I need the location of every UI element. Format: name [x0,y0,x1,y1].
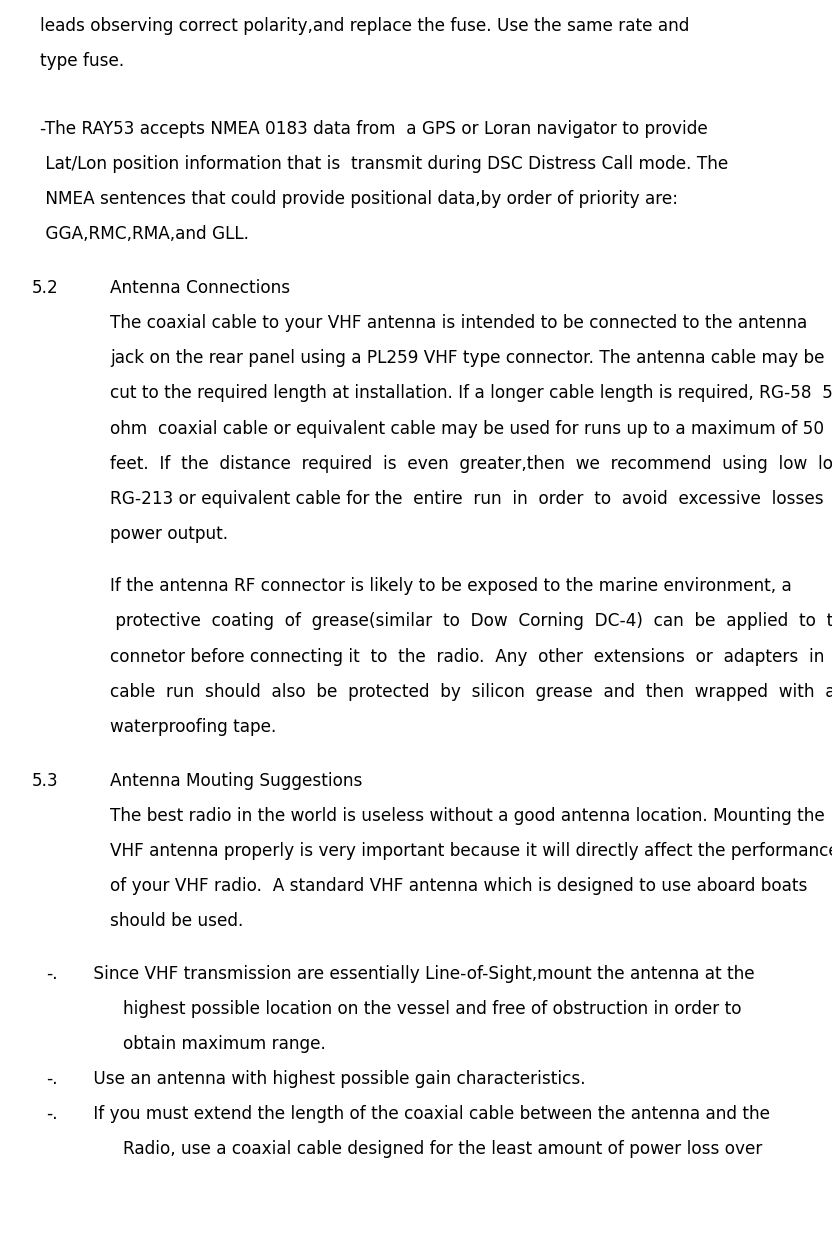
Text: -.: -. [46,1105,57,1123]
Text: ohm  coaxial cable or equivalent cable may be used for runs up to a maximum of 5: ohm coaxial cable or equivalent cable ma… [110,420,824,437]
Text: Use an antenna with highest possible gain characteristics.: Use an antenna with highest possible gai… [88,1070,586,1088]
Text: type fuse.: type fuse. [40,51,124,70]
Text: The best radio in the world is useless without a good antenna location. Mounting: The best radio in the world is useless w… [110,807,825,824]
Text: Antenna Mouting Suggestions: Antenna Mouting Suggestions [110,772,362,789]
Text: should be used.: should be used. [110,912,243,930]
Text: connetor before connecting it  to  the  radio.  Any  other  extensions  or  adap: connetor before connecting it to the rad… [110,648,832,665]
Text: Lat/Lon position information that is  transmit during DSC Distress Call mode. Th: Lat/Lon position information that is tra… [40,155,728,173]
Text: Radio, use a coaxial cable designed for the least amount of power loss over: Radio, use a coaxial cable designed for … [123,1140,762,1158]
Text: cut to the required length at installation. If a longer cable length is required: cut to the required length at installati… [110,385,832,402]
Text: waterproofing tape.: waterproofing tape. [110,718,276,736]
Text: leads observing correct polarity,and replace the fuse. Use the same rate and: leads observing correct polarity,and rep… [40,16,689,35]
Text: NMEA sentences that could provide positional data,by order of priority are:: NMEA sentences that could provide positi… [40,190,678,208]
Text: protective  coating  of  grease(similar  to  Dow  Corning  DC-4)  can  be  appli: protective coating of grease(similar to … [110,613,832,630]
Text: jack on the rear panel using a PL259 VHF type connector. The antenna cable may b: jack on the rear panel using a PL259 VHF… [110,350,825,367]
Text: -The RAY53 accepts NMEA 0183 data from  a GPS or Loran navigator to provide: -The RAY53 accepts NMEA 0183 data from a… [40,120,708,138]
Text: If you must extend the length of the coaxial cable between the antenna and the: If you must extend the length of the coa… [88,1105,770,1123]
Text: 5.2: 5.2 [32,279,58,297]
Text: of your VHF radio.  A standard VHF antenna which is designed to use aboard boats: of your VHF radio. A standard VHF antenn… [110,877,807,895]
Text: VHF antenna properly is very important because it will directly affect the perfo: VHF antenna properly is very important b… [110,842,832,860]
Text: power output.: power output. [110,525,228,543]
Text: GGA,RMC,RMA,and GLL.: GGA,RMC,RMA,and GLL. [40,226,249,243]
Text: cable  run  should  also  be  protected  by  silicon  grease  and  then  wrapped: cable run should also be protected by si… [110,683,832,700]
Text: highest possible location on the vessel and free of obstruction in order to: highest possible location on the vessel … [123,1000,741,1017]
Text: feet.  If  the  distance  required  is  even  greater,then  we  recommend  using: feet. If the distance required is even g… [110,455,832,472]
Text: -.: -. [46,1070,57,1088]
Text: -.: -. [46,965,57,982]
Text: If the antenna RF connector is likely to be exposed to the marine environment, a: If the antenna RF connector is likely to… [110,578,791,595]
Text: RG-213 or equivalent cable for the  entire  run  in  order  to  avoid  excessive: RG-213 or equivalent cable for the entir… [110,490,832,507]
Text: 5.3: 5.3 [32,772,58,789]
Text: The coaxial cable to your VHF antenna is intended to be connected to the antenna: The coaxial cable to your VHF antenna is… [110,315,807,332]
Text: Since VHF transmission are essentially Line-of-Sight,mount the antenna at the: Since VHF transmission are essentially L… [88,965,755,982]
Text: Antenna Connections: Antenna Connections [110,279,290,297]
Text: obtain maximum range.: obtain maximum range. [123,1035,326,1053]
